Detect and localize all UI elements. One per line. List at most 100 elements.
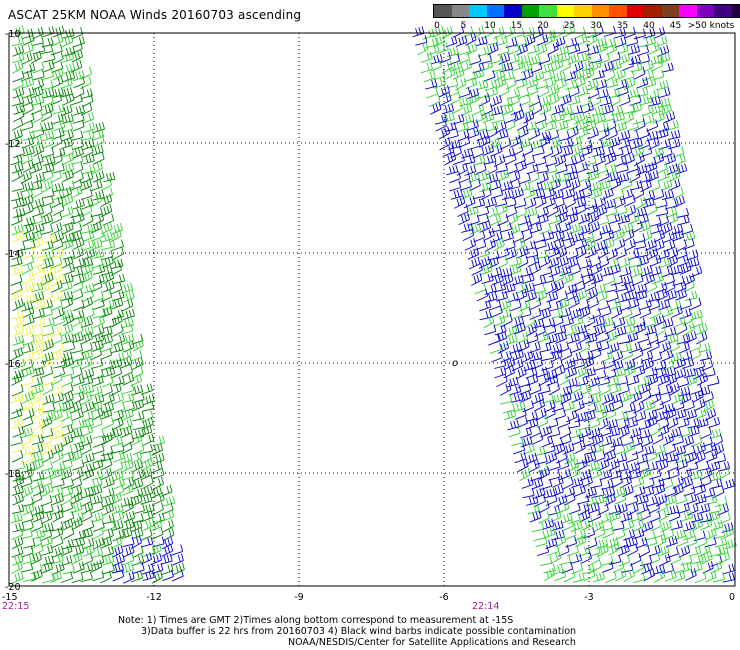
- wind-barb: [140, 383, 153, 395]
- wind-barb: [479, 53, 492, 65]
- wind-barb: [92, 536, 105, 550]
- wind-barb: [52, 231, 65, 244]
- wind-barb: [12, 503, 25, 514]
- wind-barb: [52, 392, 65, 404]
- wind-barb: [63, 71, 76, 83]
- wind-barb: [611, 147, 624, 158]
- wind-barb: [132, 338, 144, 352]
- wind-barb: [72, 536, 86, 548]
- wind-barb: [92, 248, 105, 260]
- wind-barb: [32, 197, 45, 210]
- wind-barb: [620, 145, 633, 158]
- wind-barb: [641, 265, 653, 278]
- wind-barb: [588, 417, 601, 430]
- wind-barb: [718, 512, 731, 525]
- wind-barb: [656, 409, 669, 422]
- wind-barb: [684, 493, 697, 505]
- wind-barb: [31, 205, 44, 218]
- wind-barb: [677, 502, 690, 514]
- wind-barb: [538, 135, 551, 148]
- wind-barb: [575, 246, 587, 260]
- wind-barb: [525, 411, 538, 422]
- scale-swatch-15: [696, 5, 714, 17]
- wind-barb: [598, 458, 610, 472]
- wind-barb: [692, 389, 704, 403]
- wind-barb: [72, 468, 84, 482]
- wind-barb: [503, 365, 515, 379]
- wind-barb: [72, 323, 84, 337]
- wind-barb: [535, 407, 547, 421]
- wind-barb: [523, 154, 536, 167]
- wind-barb: [623, 529, 636, 541]
- wind-barb: [500, 62, 514, 73]
- wind-barb: [21, 512, 34, 524]
- wind-barb: [569, 222, 581, 235]
- wind-barb: [657, 424, 670, 437]
- wind-barb: [626, 119, 639, 132]
- wind-barb: [605, 418, 619, 430]
- wind-barb: [62, 249, 76, 260]
- wind-barb: [573, 68, 585, 82]
- wind-barb: [22, 231, 35, 242]
- wind-barb: [567, 53, 580, 65]
- wind-barb: [616, 172, 630, 184]
- wind-barb: [618, 94, 631, 107]
- wind-barb: [615, 375, 629, 386]
- wind-barb: [450, 145, 462, 159]
- wind-barb: [673, 570, 686, 582]
- wind-barb: [92, 212, 105, 226]
- wind-barb: [621, 348, 634, 361]
- wind-barb: [581, 350, 594, 361]
- wind-barb: [518, 137, 531, 149]
- wind-barb: [12, 60, 24, 74]
- wind-barb: [566, 212, 579, 226]
- wind-barb: [705, 569, 717, 583]
- note-line-1: Note: 1) Times are GMT 2)Times along bot…: [118, 615, 514, 626]
- wind-barb: [31, 236, 44, 250]
- wind-barb: [575, 238, 588, 250]
- wind-barb: [534, 493, 546, 507]
- wind-barb: [611, 350, 624, 363]
- wind-barb: [499, 308, 512, 320]
- wind-barb: [51, 298, 63, 312]
- wind-barb: [70, 449, 83, 463]
- wind-barb: [93, 151, 105, 165]
- wind-barb: [667, 467, 680, 480]
- wind-barb: [677, 417, 690, 429]
- wind-barb: [522, 68, 534, 81]
- wind-barb: [501, 189, 515, 201]
- wind-barb: [494, 196, 508, 208]
- wind-barb: [536, 213, 549, 225]
- wind-barb: [62, 356, 74, 369]
- lat-label: -16: [5, 359, 21, 370]
- wind-barb: [51, 61, 64, 74]
- wind-barb: [603, 487, 616, 499]
- wind-barb: [543, 488, 556, 499]
- wind-barb: [638, 544, 651, 558]
- wind-barb: [452, 153, 465, 165]
- wind-barb: [123, 290, 135, 303]
- wind-barb: [559, 265, 572, 277]
- wind-barb: [533, 188, 546, 200]
- wind-barb: [594, 240, 607, 252]
- wind-barb: [495, 76, 507, 89]
- wind-barb: [102, 514, 115, 525]
- wind-barb: [594, 112, 606, 125]
- wind-barb: [12, 78, 24, 91]
- wind-barb: [446, 164, 459, 176]
- wind-barb: [655, 281, 668, 294]
- wind-barb: [662, 528, 675, 541]
- wind-barb: [454, 195, 466, 209]
- wind-barb: [112, 544, 124, 558]
- wind-barb: [668, 178, 681, 191]
- wind-barb: [511, 306, 523, 320]
- wind-barb: [645, 536, 658, 547]
- wind-barb: [508, 179, 521, 190]
- wind-barb: [632, 113, 645, 125]
- wind-barb: [575, 534, 587, 548]
- wind-barb: [514, 407, 527, 420]
- wind-barb: [524, 120, 538, 132]
- wind-barb: [70, 366, 83, 380]
- wind-barb: [502, 70, 515, 82]
- wind-barb: [572, 433, 585, 446]
